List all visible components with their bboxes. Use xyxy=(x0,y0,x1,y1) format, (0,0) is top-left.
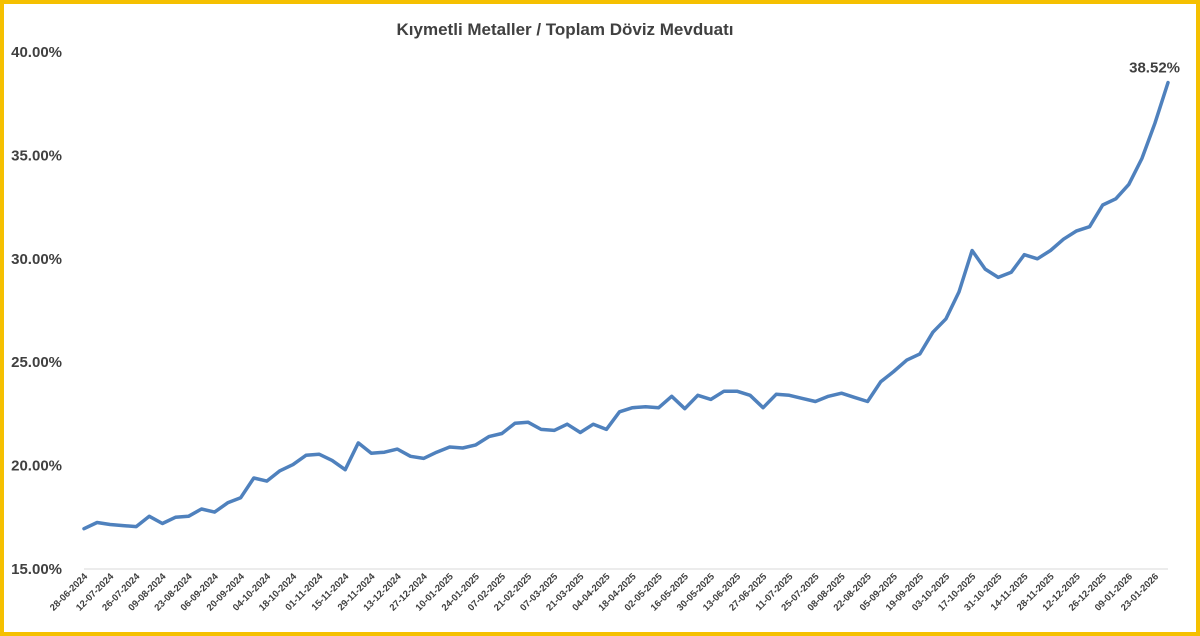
chart-title: Kıymetli Metaller / Toplam Döviz Mevduat… xyxy=(396,20,734,39)
y-tick-label: 30.00% xyxy=(11,251,62,268)
y-tick-label: 35.00% xyxy=(11,147,62,164)
series-line xyxy=(82,80,1170,531)
data-label: 38.52% xyxy=(1129,60,1180,77)
y-tick-label: 25.00% xyxy=(11,354,62,371)
y-tick-label: 15.00% xyxy=(11,561,62,578)
y-tick-label: 20.00% xyxy=(11,458,62,475)
y-tick-label: 40.00% xyxy=(11,44,62,61)
